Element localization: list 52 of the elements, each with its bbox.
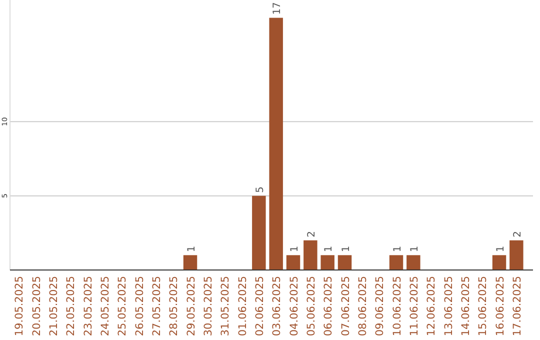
x-tick-label: 31.05.2025 (220, 276, 232, 336)
x-tick-label: 27.05.2025 (150, 276, 163, 336)
bar (406, 255, 420, 270)
data-label: 1 (495, 246, 506, 252)
data-label: 5 (254, 186, 266, 193)
x-tick-label: 17.06.2025 (511, 276, 524, 336)
x-tick-label: 14.06.2025 (460, 276, 472, 336)
x-tick-label: 26.05.2025 (134, 276, 146, 336)
x-tick-label: 21.05.2025 (48, 276, 60, 336)
x-tick-label: 08.06.2025 (356, 276, 369, 336)
x-tick-label: 16.06.2025 (494, 276, 506, 336)
bar (304, 240, 318, 270)
bar (389, 255, 404, 270)
data-label: 1 (409, 246, 420, 252)
x-tick-label: 22.05.2025 (65, 276, 78, 336)
data-label: 1 (340, 246, 352, 252)
data-label: 2 (306, 230, 318, 238)
bar (510, 240, 524, 270)
data-label: 1 (289, 246, 300, 252)
x-tick-label: 13.06.2025 (442, 276, 455, 336)
x-tick-label: 09.06.2025 (374, 276, 386, 336)
data-label: 1 (186, 246, 198, 252)
data-label: 1 (392, 246, 404, 252)
x-tick-label: 04.06.2025 (288, 276, 300, 336)
bar (492, 255, 506, 270)
data-label: 1 (324, 246, 335, 252)
bar (183, 255, 198, 270)
x-tick-label: 23.05.2025 (82, 276, 94, 336)
x-tick-label: 29.05.2025 (185, 276, 198, 336)
x-tick-label: 12.06.2025 (426, 276, 438, 336)
x-tick-label: 19.05.2025 (14, 276, 26, 336)
x-tick-label: 02.06.2025 (254, 276, 266, 336)
bar (252, 196, 266, 270)
x-tick-label: 03.06.2025 (271, 276, 284, 336)
x-tick-label: 07.06.2025 (340, 276, 352, 336)
x-tick-label: 24.05.2025 (99, 276, 112, 336)
data-label: 17 (272, 2, 284, 15)
x-tick-label: 28.05.2025 (168, 276, 180, 336)
x-tick-label: 25.05.2025 (116, 276, 129, 336)
x-tick-label: 01.06.2025 (236, 276, 249, 336)
x-tick-label: 20.05.2025 (30, 276, 43, 336)
x-tick-label: 05.06.2025 (305, 276, 318, 336)
bar (286, 255, 300, 270)
bar (269, 18, 283, 270)
x-tick-label: 06.06.2025 (322, 276, 335, 336)
data-label: 2 (512, 230, 524, 238)
bar (338, 255, 352, 270)
x-tick-label: 15.06.2025 (477, 276, 490, 336)
x-tick-label: 30.05.2025 (202, 276, 214, 336)
x-tick-label: 11.06.2025 (408, 276, 420, 336)
x-tick-label: 10.06.2025 (391, 276, 404, 336)
bar (320, 255, 334, 270)
